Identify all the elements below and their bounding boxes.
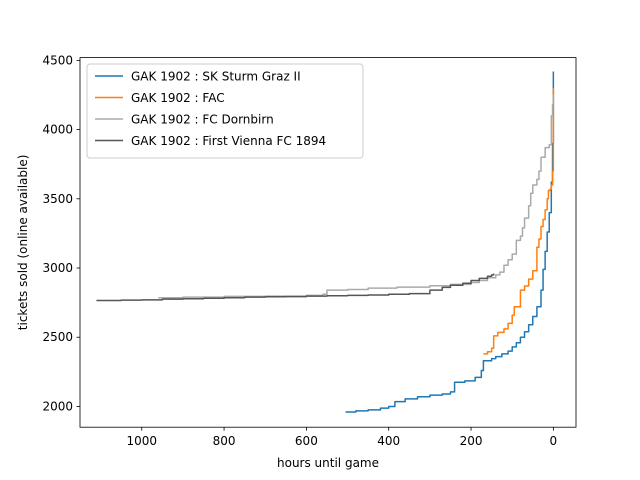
y-tick-label: 4000	[42, 123, 73, 137]
y-axis-label: tickets sold (online available)	[16, 155, 30, 331]
x-axis-label: hours until game	[277, 456, 379, 470]
y-tick-label: 3000	[42, 261, 73, 275]
y-tick-label: 2500	[42, 330, 73, 344]
legend-label-3: GAK 1902 : FC Dornbirn	[131, 113, 274, 127]
series-layer	[96, 71, 555, 413]
series-line-3	[158, 94, 555, 299]
legend: GAK 1902 : SK Sturm Graz II GAK 1902 : FA…	[86, 63, 364, 159]
x-tick-label: 800	[213, 434, 236, 448]
legend-label-4: GAK 1902 : First Vienna FC 1894	[131, 134, 326, 148]
x-axis-ticks: 1000 800 600 400 200 0	[126, 427, 557, 448]
y-tick-label: 3500	[42, 192, 73, 206]
x-tick-label: 0	[550, 434, 558, 448]
y-axis-ticks: 2000 2500 3000 3500 4000 4500	[42, 53, 80, 413]
plot-frame	[79, 57, 577, 428]
x-tick-label: 600	[295, 434, 318, 448]
x-tick-label: 400	[377, 434, 400, 448]
series-line-4	[96, 273, 495, 302]
x-tick-label: 200	[460, 434, 483, 448]
series-line-1	[345, 71, 555, 413]
y-tick-label: 4500	[42, 53, 73, 67]
series-line-2	[483, 88, 555, 355]
x-tick-label: 1000	[126, 434, 157, 448]
legend-box	[86, 63, 364, 159]
legend-label-1: GAK 1902 : SK Sturm Graz II	[131, 70, 301, 84]
y-tick-label: 2000	[42, 399, 73, 413]
legend-label-2: GAK 1902 : FAC	[131, 91, 225, 105]
